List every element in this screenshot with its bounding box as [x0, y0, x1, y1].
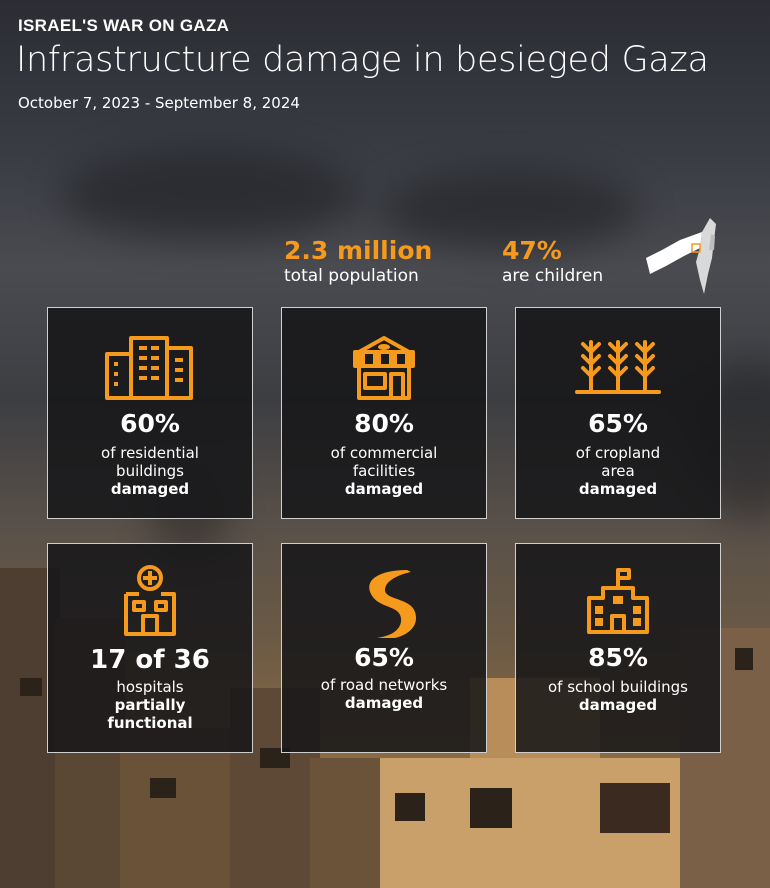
residential-description: of residential buildings damaged	[48, 444, 252, 498]
commercial-emphasis: damaged	[344, 480, 424, 498]
residential-line2: buildings	[116, 462, 184, 480]
commercial-value: 80%	[354, 409, 414, 438]
hospitals-description: hospitals partially functional	[48, 678, 252, 732]
cropland-line1: of cropland	[575, 444, 661, 462]
cropland-line2: area	[601, 462, 635, 480]
residential-line1: of residential	[101, 444, 199, 462]
card-schools: 85% of school buildings damaged	[515, 543, 721, 753]
city-skyline	[0, 528, 770, 888]
hospital-icon	[124, 565, 176, 636]
page-title: Infrastructure damage in besieged Gaza	[16, 40, 709, 80]
hospitals-value: 17 of 36	[90, 645, 210, 675]
roads-emphasis: damaged	[344, 694, 424, 712]
hospitals-line1: hospitals	[116, 678, 184, 696]
schools-value: 85%	[588, 643, 648, 672]
cropland-value: 65%	[588, 409, 648, 438]
population-value: 2.3 million	[284, 236, 433, 265]
shop-icon	[353, 336, 415, 400]
children-value: 47%	[502, 236, 562, 265]
commercial-line1: of commercial	[330, 444, 438, 462]
commercial-line2: facilities	[352, 462, 416, 480]
schools-emphasis: damaged	[578, 696, 658, 714]
road-icon	[369, 570, 417, 638]
card-roads: 65% of road networks damaged	[281, 543, 487, 753]
residential-emphasis: damaged	[110, 480, 190, 498]
wheat-crop-icon	[575, 340, 661, 394]
school-icon	[587, 568, 649, 634]
card-commercial: 80% of commercial facilities damaged	[281, 307, 487, 519]
population-stat: 2.3 million total population	[284, 236, 432, 286]
card-residential: 60% of residential buildings damaged	[47, 307, 253, 519]
kicker-label: ISRAEL'S WAR ON GAZA	[18, 16, 230, 35]
hospitals-line2: partially	[114, 696, 186, 714]
cropland-description: of cropland area damaged	[516, 444, 720, 498]
hospitals-emphasis: functional	[107, 714, 193, 732]
schools-line1: of school buildings	[548, 678, 688, 696]
residential-buildings-icon	[105, 336, 193, 400]
roads-value: 65%	[354, 643, 414, 672]
card-hospitals: 17 of 36 hospitals partially functional	[47, 543, 253, 753]
schools-description: of school buildings damaged	[516, 678, 720, 714]
gaza-map-icon	[646, 218, 716, 294]
children-stat: 47% are children	[502, 236, 603, 286]
children-label: are children	[502, 266, 604, 286]
roads-line1: of road networks	[320, 676, 448, 694]
date-range: October 7, 2023 - September 8, 2024	[18, 94, 300, 112]
residential-value: 60%	[120, 409, 180, 438]
roads-description: of road networks damaged	[282, 676, 486, 712]
card-cropland: 65% of cropland area damaged	[515, 307, 721, 519]
commercial-description: of commercial facilities damaged	[282, 444, 486, 498]
cropland-emphasis: damaged	[578, 480, 658, 498]
population-label: total population	[284, 266, 419, 286]
